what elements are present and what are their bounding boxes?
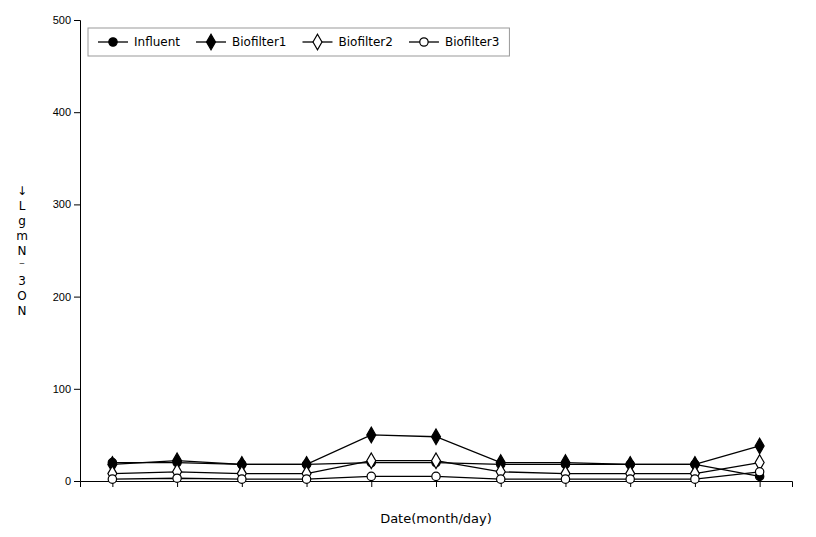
y-axis-title: ↓LgmN⁻3ON [16, 184, 28, 318]
series-marker [173, 474, 181, 482]
y-axis-title-char: N [18, 244, 27, 258]
legend-marker [207, 34, 216, 50]
x-axis-line [81, 482, 793, 488]
legend-item: Biofilter3 [409, 35, 499, 49]
y-axis-title-char: ↓ [17, 184, 27, 198]
series-marker [238, 475, 246, 483]
x-tick [760, 481, 761, 487]
y-tick: 300 [53, 198, 80, 210]
y-tick-mark [74, 297, 80, 298]
y-tick-mark [74, 112, 80, 113]
y-tick-label: 100 [53, 383, 71, 395]
y-tick-label: 0 [65, 475, 71, 487]
series-marker [432, 429, 441, 445]
y-tick: 100 [53, 383, 80, 395]
series-marker [626, 475, 634, 483]
x-tick-mark [371, 481, 372, 487]
y-tick: 0 [65, 475, 80, 487]
y-tick: 400 [53, 106, 80, 118]
legend-label: Biofilter2 [338, 35, 392, 49]
y-tick-label: 200 [53, 291, 71, 303]
series-group [108, 427, 764, 483]
chart: 0 100 200 300 400 500 Influent Biofilter1 Biofil… [0, 0, 816, 537]
x-tick-mark [436, 481, 437, 487]
series-marker [302, 475, 310, 483]
y-axis-title-char: m [16, 229, 28, 243]
y-axis: 0 100 200 300 400 500 [53, 14, 81, 487]
legend-marker [109, 38, 117, 46]
y-axis-title-char: ⁻ [19, 259, 25, 273]
y-tick-mark [74, 20, 80, 21]
y-tick-label: 400 [53, 106, 71, 118]
y-tick: 200 [53, 291, 80, 303]
series-marker [367, 453, 376, 469]
legend-label: Biofilter3 [445, 35, 499, 49]
x-tick [371, 481, 372, 487]
legend-item: Influent [98, 35, 180, 49]
series-marker [367, 472, 375, 480]
legend-marker [313, 34, 322, 50]
y-tick-mark [74, 481, 80, 482]
series-marker [367, 427, 376, 443]
y-axis-title-char: O [17, 289, 26, 303]
y-axis-title-char: 3 [18, 274, 26, 288]
legend-item: Biofilter2 [302, 34, 392, 50]
legend-item: Biofilter1 [196, 34, 286, 50]
legend-marker [420, 38, 428, 46]
series-marker [497, 475, 505, 483]
series-marker [755, 438, 764, 454]
series-marker [432, 453, 441, 469]
series-marker [691, 475, 699, 483]
y-axis-title-char: g [18, 214, 26, 228]
x-axis [81, 481, 793, 487]
legend: Influent Biofilter1 Biofilter2 Biofilter3 [88, 28, 509, 56]
x-tick [436, 481, 437, 487]
x-axis-title: Date(month/day) [380, 511, 492, 526]
x-tick-mark [760, 481, 761, 487]
legend-label: Influent [134, 35, 180, 49]
plot: 0 100 200 300 400 500 Influent Biofilter1 Biofil… [53, 14, 793, 487]
series-marker [561, 475, 569, 483]
legend-label: Biofilter1 [232, 35, 286, 49]
y-tick-mark [74, 204, 80, 205]
y-axis-title-char: N [18, 304, 27, 318]
series-marker [755, 468, 763, 476]
y-axis-title-char: L [19, 199, 26, 213]
y-tick: 500 [53, 14, 80, 26]
y-tick-mark [74, 389, 80, 390]
series-marker [108, 475, 116, 483]
series-marker [432, 472, 440, 480]
y-axis-line [74, 21, 81, 482]
y-tick-label: 300 [53, 198, 71, 210]
y-tick-label: 500 [53, 14, 71, 26]
legend-box [88, 28, 509, 56]
